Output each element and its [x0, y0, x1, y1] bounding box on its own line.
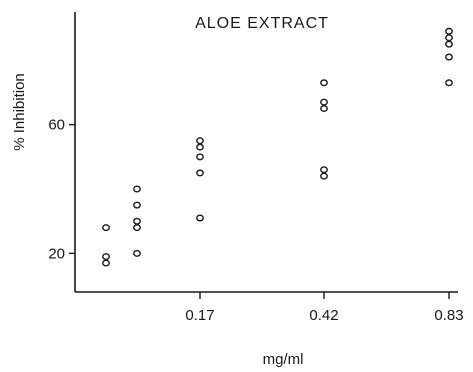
data-point: [445, 34, 453, 42]
data-points: [102, 27, 453, 267]
y-axis-label: % Inhibition: [11, 73, 28, 151]
data-point: [133, 224, 141, 232]
y-tick-label: 60: [48, 117, 65, 134]
data-point: [133, 217, 141, 225]
data-point: [133, 249, 141, 257]
y-tick-label: 20: [48, 245, 65, 262]
data-point: [320, 166, 328, 174]
data-point: [102, 253, 110, 261]
x-tick-label: 0.83: [434, 307, 463, 324]
data-point: [196, 169, 204, 177]
data-point: [196, 143, 204, 151]
data-point: [445, 40, 453, 48]
data-point: [196, 137, 204, 145]
data-point: [445, 53, 453, 61]
data-point: [320, 105, 328, 113]
x-axis-label: mg/ml: [263, 351, 304, 368]
data-point: [102, 259, 110, 267]
x-tick-label: 0.42: [309, 307, 338, 324]
data-point: [133, 201, 141, 209]
data-point: [320, 172, 328, 180]
data-point: [102, 224, 110, 232]
data-point: [445, 79, 453, 87]
data-point: [196, 153, 204, 161]
x-tick-label: 0.17: [185, 307, 214, 324]
data-point: [320, 79, 328, 87]
data-point: [445, 27, 453, 35]
data-point: [320, 98, 328, 106]
data-point: [133, 185, 141, 193]
chart-title: ALOE EXTRACT: [195, 15, 329, 32]
data-point: [196, 214, 204, 222]
x-ticks: 0.17 0.42 0.83: [185, 292, 464, 324]
